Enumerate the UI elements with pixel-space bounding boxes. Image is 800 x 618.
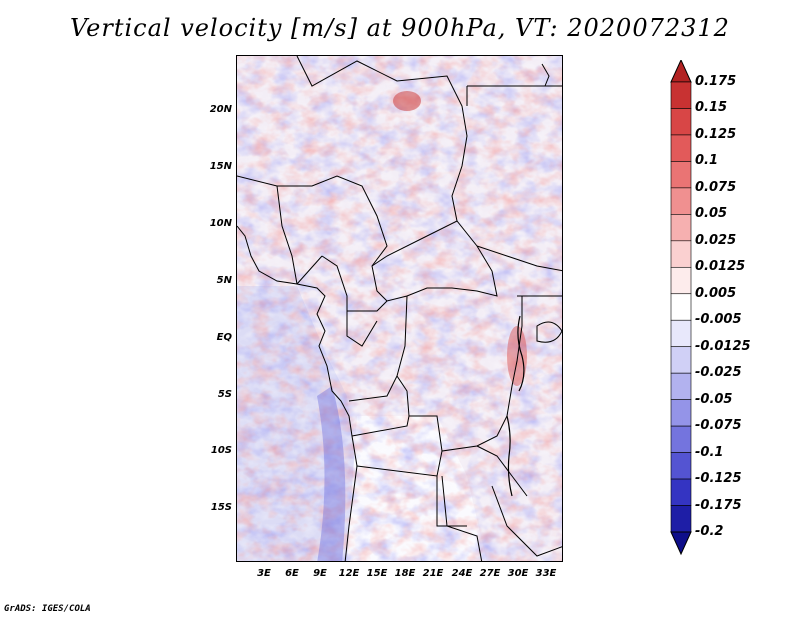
lon-tick-label: 9E	[313, 568, 327, 579]
colorbar-label: -0.05	[695, 391, 733, 407]
lat-tick-label: 15N	[209, 161, 232, 172]
colorbar-swatch	[670, 505, 692, 533]
map-field	[237, 56, 562, 561]
colorbar-label: 0.005	[695, 285, 737, 301]
colorbar-label: 0.075	[695, 179, 737, 195]
lat-tick-label: 20N	[209, 104, 232, 115]
colorbar-label: -0.025	[695, 365, 742, 381]
colorbar-label: 0.125	[695, 126, 737, 142]
colorbar-label: -0.075	[695, 418, 742, 434]
colorbar-swatch	[670, 240, 692, 268]
lon-tick-label: 15E	[366, 568, 388, 579]
colorbar-swatch	[670, 478, 692, 506]
lon-tick-label: 33E	[535, 568, 557, 579]
map-title: Vertical velocity [m/s] at 900hPa, VT: 2…	[70, 14, 730, 42]
colorbar-swatch	[670, 266, 692, 295]
colorbar-label: -0.2	[695, 524, 724, 539]
colorbar-label: 0.025	[695, 232, 737, 248]
colorbar-top-triangle	[670, 60, 692, 83]
colorbar-label: 0.0125	[695, 259, 746, 275]
colorbar	[670, 60, 692, 556]
lat-tick-label: 10S	[210, 445, 232, 456]
colorbar-swatch	[670, 293, 692, 321]
lon-tick-label: 24E	[451, 568, 473, 579]
colorbar-label: -0.125	[695, 471, 742, 487]
colorbar-label: -0.005	[695, 312, 742, 328]
credit-text: GrADS: IGES/COLA	[4, 604, 91, 614]
colorbar-label: -0.175	[695, 497, 742, 513]
colorbar-swatch	[670, 452, 692, 480]
colorbar-label: 0.175	[695, 74, 737, 89]
colorbar-label: -0.1	[695, 444, 724, 460]
lon-tick-label: 30E	[507, 568, 529, 579]
colorbar-swatch	[670, 161, 692, 189]
lat-tick-label: 5N	[216, 275, 232, 286]
lon-tick-label: 6E	[285, 568, 299, 579]
colorbar-swatch	[670, 425, 692, 453]
colorbar-swatch	[670, 346, 692, 374]
colorbar-swatch	[670, 372, 692, 400]
lat-tick-label: EQ	[216, 332, 232, 343]
lon-tick-label: 21E	[422, 568, 444, 579]
colorbar-label: 0.15	[695, 100, 728, 116]
lon-tick-label: 3E	[257, 568, 271, 579]
lon-tick-label: 12E	[338, 568, 360, 579]
colorbar-label: 0.05	[695, 206, 728, 222]
map-plot-area	[236, 55, 563, 562]
colorbar-label: -0.0125	[695, 338, 751, 354]
lon-tick-label: 27E	[479, 568, 501, 579]
lat-tick-label: 10N	[209, 218, 232, 229]
colorbar-swatch	[670, 81, 692, 109]
colorbar-swatch	[670, 399, 692, 427]
colorbar-swatch	[670, 214, 692, 242]
lat-tick-label: 5S	[217, 389, 232, 400]
lon-tick-label: 18E	[394, 568, 416, 579]
colorbar-label: 0.1	[695, 153, 719, 169]
lat-tick-label: 15S	[210, 502, 232, 513]
colorbar-swatch	[670, 108, 692, 136]
colorbar-swatch	[670, 187, 692, 215]
colorbar-swatch	[670, 319, 692, 348]
colorbar-swatch	[670, 134, 692, 162]
colorbar-bottom-triangle	[670, 531, 692, 556]
